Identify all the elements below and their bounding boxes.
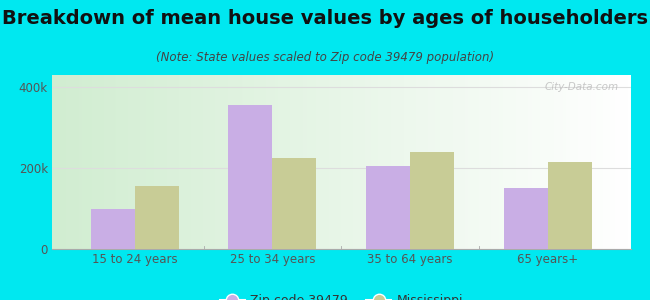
Bar [228, 105, 272, 249]
Bar [366, 166, 410, 249]
Bar [135, 186, 179, 249]
Text: (Note: State values scaled to Zip code 39479 population): (Note: State values scaled to Zip code 3… [156, 51, 494, 64]
Text: City-Data.com: City-Data.com [545, 82, 619, 92]
Text: Breakdown of mean house values by ages of householders: Breakdown of mean house values by ages o… [2, 9, 648, 28]
Bar [504, 188, 548, 249]
Bar [272, 158, 317, 249]
Legend: Zip code 39479, Mississippi: Zip code 39479, Mississippi [214, 289, 468, 300]
Bar [548, 162, 592, 249]
Bar [410, 152, 454, 249]
Bar [90, 208, 135, 249]
